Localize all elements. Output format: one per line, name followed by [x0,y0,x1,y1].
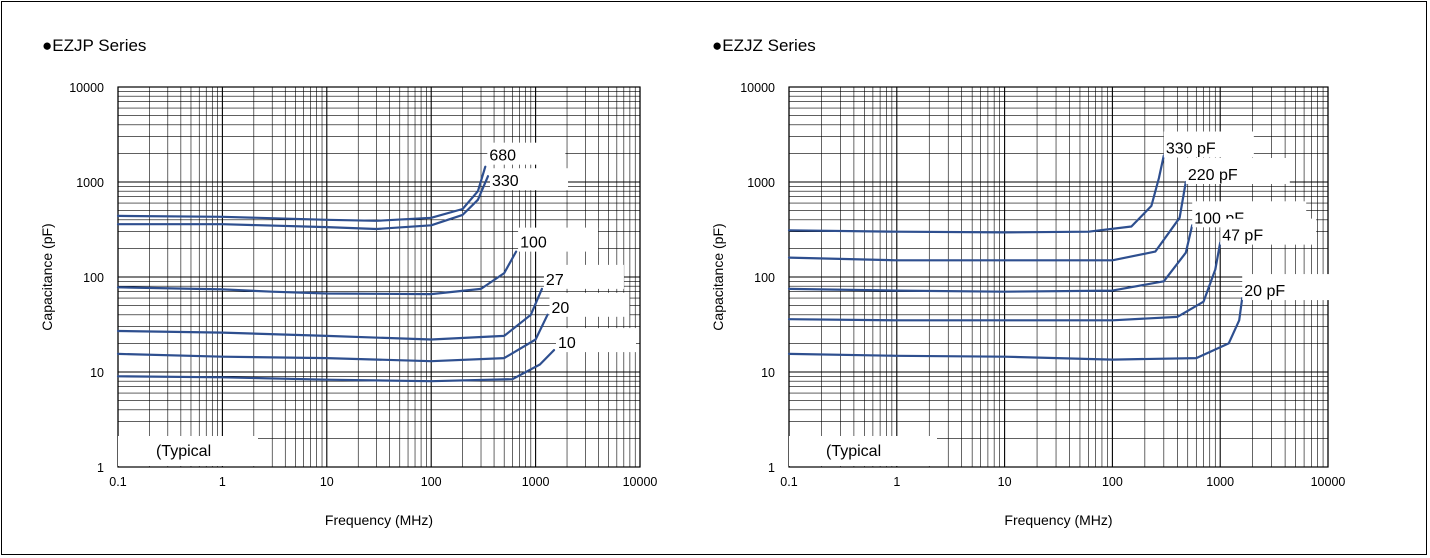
x-tick-label: 100 [421,475,442,489]
y-tick-label: 1000 [747,176,775,190]
series-line [118,176,488,229]
series-line [118,167,485,221]
series-line [789,298,1242,360]
chart-title: ●EZJP Series [42,36,146,55]
series-label: 47 pF [1222,228,1263,245]
series-47pf: 47 pF [789,219,1316,321]
series-27: 27 [118,265,624,340]
x-tick-label: 10000 [1311,475,1346,489]
x-tick-label: 100 [1102,475,1123,489]
x-tick-label: 0.1 [109,475,126,489]
y-tick-label: 10 [90,366,104,380]
typical-note: (Typical [826,443,881,460]
series-line [118,289,542,340]
y-tick-label: 100 [754,271,775,285]
chart-1: ●EZJP Series 0.1 1 10 100 1000 10000 1 10 100 1000… [39,36,657,528]
x-tick-label: 10 [320,475,334,489]
y-tick-label: 10000 [69,81,104,95]
x-tick-label: 10 [998,475,1012,489]
series-10: 10 [118,328,636,381]
series-label: 330 [492,173,519,190]
y-tick-label: 1 [97,461,104,475]
series-label: 20 pF [1244,283,1285,300]
series-label: 20 [551,300,569,317]
y-tick-label: 10 [761,366,775,380]
series-line [118,252,516,295]
series-label: 220 pF [1188,167,1238,184]
x-tick-label: 10000 [623,475,658,489]
y-axis-label: Capacitance (pF) [39,223,55,330]
x-tick-label: 1000 [522,475,550,489]
x-tick-label: 1 [893,475,900,489]
series-label: 330 pF [1166,141,1216,158]
y-tick-label: 10000 [740,81,775,95]
typical-note: (Typical [156,443,211,460]
chart-2: ●EZJZ Series 0.1 1 10 100 1000 10000 1 10 100 1000… [710,36,1345,528]
y-tick-label: 1000 [76,176,104,190]
series-label: 27 [546,272,564,289]
series-label: 680 [489,148,516,165]
series-label: 100 [520,235,547,252]
chart-title: ●EZJZ Series [712,36,816,55]
x-tick-label: 1000 [1206,475,1234,489]
x-axis-label: Frequency (MHz) [325,512,433,528]
x-tick-label: 0.1 [780,475,797,489]
y-tick-label: 100 [83,271,104,285]
series-20pf: 20 pF [789,274,1336,360]
series-100pf: 100 pF [789,201,1306,291]
y-axis-label: Capacitance (pF) [710,223,726,330]
series-label: 10 [558,335,576,352]
y-tick-label: 1 [768,461,775,475]
x-tick-label: 1 [219,475,226,489]
x-axis-label: Frequency (MHz) [1004,512,1112,528]
